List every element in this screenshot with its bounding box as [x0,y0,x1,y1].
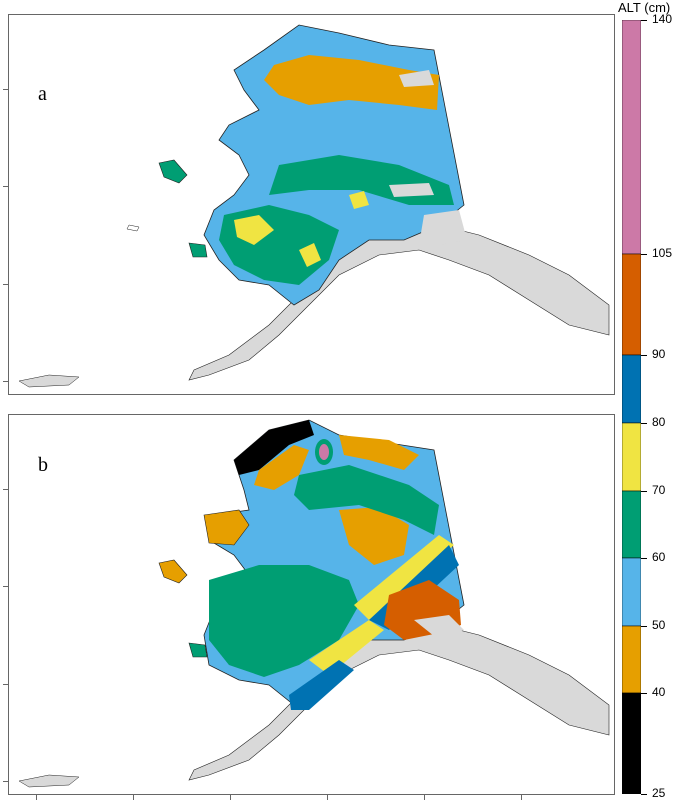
axis-tick [3,586,8,587]
legend-label-25: 25 [652,786,666,800]
panel-label-b: b [38,454,48,476]
axis-tick [3,284,8,285]
panel-label-a: a [38,83,47,105]
legend-label-140: 140 [652,12,673,26]
axis-tick [424,795,425,800]
axis-tick [3,781,8,782]
legend-bin-90-105 [622,253,641,356]
legend-tick [641,794,647,795]
legend-tick [641,491,647,492]
legend-tick [641,423,647,424]
legend-tick [641,558,647,559]
axis-tick [3,381,8,382]
axis-tick [3,186,8,187]
legend-label-50: 50 [652,618,666,632]
axis-tick [3,489,8,490]
axis-tick [327,795,328,800]
legend-label-90: 90 [652,347,666,361]
legend-tick [641,355,647,356]
legend-bin-80-90 [622,354,641,424]
axis-tick [36,795,37,800]
axis-tick [3,684,8,685]
legend-label-40: 40 [652,685,666,699]
legend-tick [641,626,647,627]
legend-tick [641,254,647,255]
map-panel-b: b [8,414,615,795]
legend-label-80: 80 [652,415,666,429]
legend-label-105: 105 [652,246,673,260]
legend-bin-105-140 [622,20,641,255]
axis-tick [230,795,231,800]
alaska-map-a [18,24,610,388]
legend-bin-70-80 [622,422,641,492]
legend-bin-40-50 [622,625,641,694]
legend-tick [641,20,647,21]
legend-colorbar [622,20,641,794]
axis-tick [133,795,134,800]
map-panel-a: a [8,14,615,395]
legend-bin-60-70 [622,490,641,559]
legend-tick [641,693,647,694]
axis-tick [3,89,8,90]
alaska-map-b [18,419,610,788]
legend-label-70: 70 [652,483,666,497]
legend-label-60: 60 [652,550,666,564]
legend-bin-25-40 [622,692,641,794]
legend-bin-50-60 [622,557,641,627]
axis-tick [521,795,522,800]
legend-title: ALT (cm) [618,0,671,15]
